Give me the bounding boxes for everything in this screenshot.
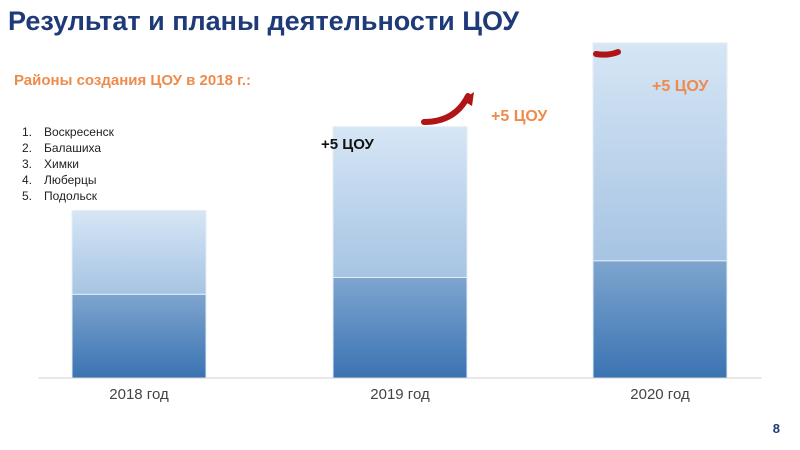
increase-label-2019: +5 ЦОУ xyxy=(321,136,374,153)
x-tick-label: 2019 год xyxy=(370,386,430,403)
page-number: 8 xyxy=(772,421,780,436)
bar-segment-1-2 xyxy=(332,277,468,379)
increase-label-2020: +5 ЦОУ xyxy=(491,108,548,125)
bar-segment-2-2 xyxy=(332,126,468,278)
list-item: 4. Люберцы xyxy=(22,172,114,188)
list-item-label: Люберцы xyxy=(44,173,97,187)
bar-segment-2-3 xyxy=(592,42,728,262)
x-tick-labels: 2018 год 2019 год 2020 год xyxy=(109,386,690,403)
list-item-label: Подольск xyxy=(44,189,97,203)
bar-segment-1-1 xyxy=(71,293,207,379)
district-list: 1. Воскресенск 2. Балашиха 3. Химки 4. Любер… xyxy=(22,124,114,204)
list-item-number: 4. xyxy=(22,173,33,187)
list-item-label: Воскресенск xyxy=(44,125,114,139)
x-tick-label: 2020 год xyxy=(630,386,690,403)
list-item-label: Химки xyxy=(44,157,79,171)
list-item: 3. Химки xyxy=(22,156,114,172)
list-item: 2. Балашиха xyxy=(22,140,114,156)
districts-heading: Районы создания ЦОУ в 2018 г.: xyxy=(14,72,251,89)
arrow-icon xyxy=(421,92,474,125)
bars-layer xyxy=(71,42,728,379)
list-item: 5. Подольск xyxy=(22,188,114,204)
page-title: Результат и планы деятельности ЦОУ xyxy=(8,6,520,36)
list-item-label: Балашиха xyxy=(44,141,102,155)
list-item-number: 1. xyxy=(22,125,33,139)
list-item-number: 5. xyxy=(22,189,33,203)
x-tick-label: 2018 год xyxy=(109,386,169,403)
bar-segment-1-3 xyxy=(592,260,728,379)
list-item-number: 2. xyxy=(22,141,33,155)
list-item: 1. Воскресенск xyxy=(22,124,114,140)
list-item-number: 3. xyxy=(22,157,33,171)
arrow-icon xyxy=(593,49,621,58)
increase-label-2020-plan: +5 ЦОУ xyxy=(652,78,709,95)
bar-segment-2-1 xyxy=(71,210,207,295)
